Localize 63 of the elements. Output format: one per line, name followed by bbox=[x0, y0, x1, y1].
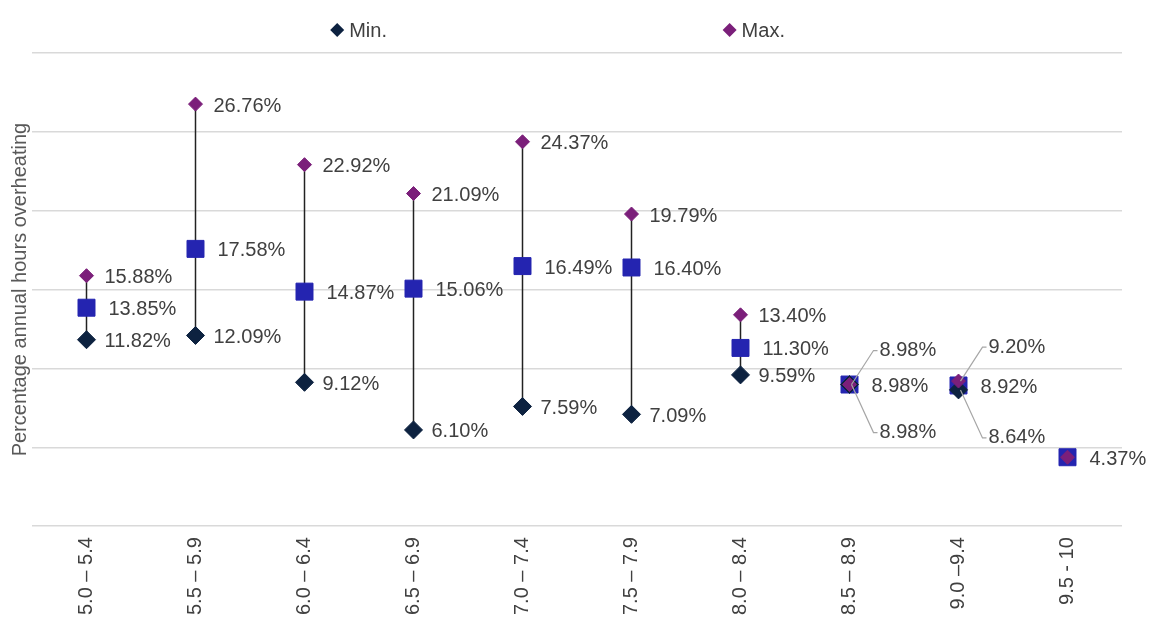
point bbox=[186, 239, 205, 258]
data-label: 4.37% bbox=[1089, 446, 1147, 469]
data-label: 13.85% bbox=[108, 297, 177, 320]
data-label: 19.79% bbox=[649, 203, 718, 226]
point bbox=[731, 365, 750, 385]
legend-label: Max. bbox=[741, 18, 785, 41]
point bbox=[77, 330, 96, 350]
x-tick-label: 6.5 – 6.9 bbox=[401, 537, 424, 615]
point bbox=[731, 338, 750, 357]
x-tick-label: 8.5 – 8.9 bbox=[837, 537, 860, 615]
data-label: 11.82% bbox=[104, 329, 172, 352]
point bbox=[622, 258, 641, 277]
data-label: 8.98% bbox=[871, 374, 929, 397]
point bbox=[733, 307, 748, 323]
point bbox=[77, 298, 96, 317]
data-label: 8.98% bbox=[879, 420, 937, 443]
point bbox=[404, 279, 423, 298]
point bbox=[404, 420, 423, 440]
x-tick-label: 7.0 – 7.4 bbox=[510, 537, 533, 615]
point bbox=[951, 373, 966, 389]
point bbox=[297, 157, 312, 173]
x-tick-label: 7.5 – 7.9 bbox=[619, 537, 642, 615]
point bbox=[188, 96, 203, 112]
x-tick-label: 6.0 – 6.4 bbox=[292, 537, 315, 615]
data-label: 9.59% bbox=[758, 364, 816, 387]
data-label: 15.88% bbox=[104, 265, 173, 288]
point bbox=[622, 404, 641, 424]
data-label: 16.49% bbox=[544, 255, 613, 278]
point bbox=[624, 206, 639, 222]
y-axis-title: Percentage annual hours overheating bbox=[7, 122, 30, 457]
data-label: 8.92% bbox=[980, 374, 1038, 397]
point bbox=[295, 282, 314, 301]
x-tick-label: 9.0 –9.4 bbox=[946, 537, 969, 610]
data-label: 15.06% bbox=[435, 278, 504, 301]
x-tick-label: 9.5 - 10 bbox=[1055, 537, 1078, 605]
data-label: 8.98% bbox=[879, 338, 937, 361]
data-label: 21.09% bbox=[431, 183, 500, 206]
point bbox=[295, 372, 314, 392]
data-label: 6.10% bbox=[431, 419, 489, 442]
point bbox=[513, 396, 532, 416]
data-label: 16.40% bbox=[653, 257, 722, 280]
point bbox=[513, 257, 532, 276]
data-label: 11.30% bbox=[762, 337, 830, 360]
point bbox=[186, 325, 205, 345]
x-tick-label: 5.5 – 5.9 bbox=[183, 537, 206, 615]
point bbox=[515, 134, 530, 150]
data-label: 7.59% bbox=[540, 395, 598, 418]
data-label: 9.12% bbox=[322, 371, 380, 394]
x-tick-label: 8.0 – 8.4 bbox=[728, 537, 751, 615]
data-label: 14.87% bbox=[326, 281, 395, 304]
data-label: 7.09% bbox=[649, 403, 707, 426]
data-label: 24.37% bbox=[540, 131, 609, 154]
data-label: 8.64% bbox=[988, 425, 1046, 448]
data-label: 13.40% bbox=[758, 304, 827, 327]
x-tick-label: 5.0 – 5.4 bbox=[74, 537, 97, 615]
point bbox=[79, 268, 94, 284]
data-label: 26.76% bbox=[213, 93, 282, 116]
point bbox=[406, 186, 421, 202]
data-label: 12.09% bbox=[213, 324, 282, 347]
data-label: 9.20% bbox=[988, 334, 1046, 357]
data-label: 22.92% bbox=[322, 154, 391, 177]
data-label: 17.58% bbox=[217, 238, 286, 261]
legend-label: Min. bbox=[349, 18, 387, 41]
